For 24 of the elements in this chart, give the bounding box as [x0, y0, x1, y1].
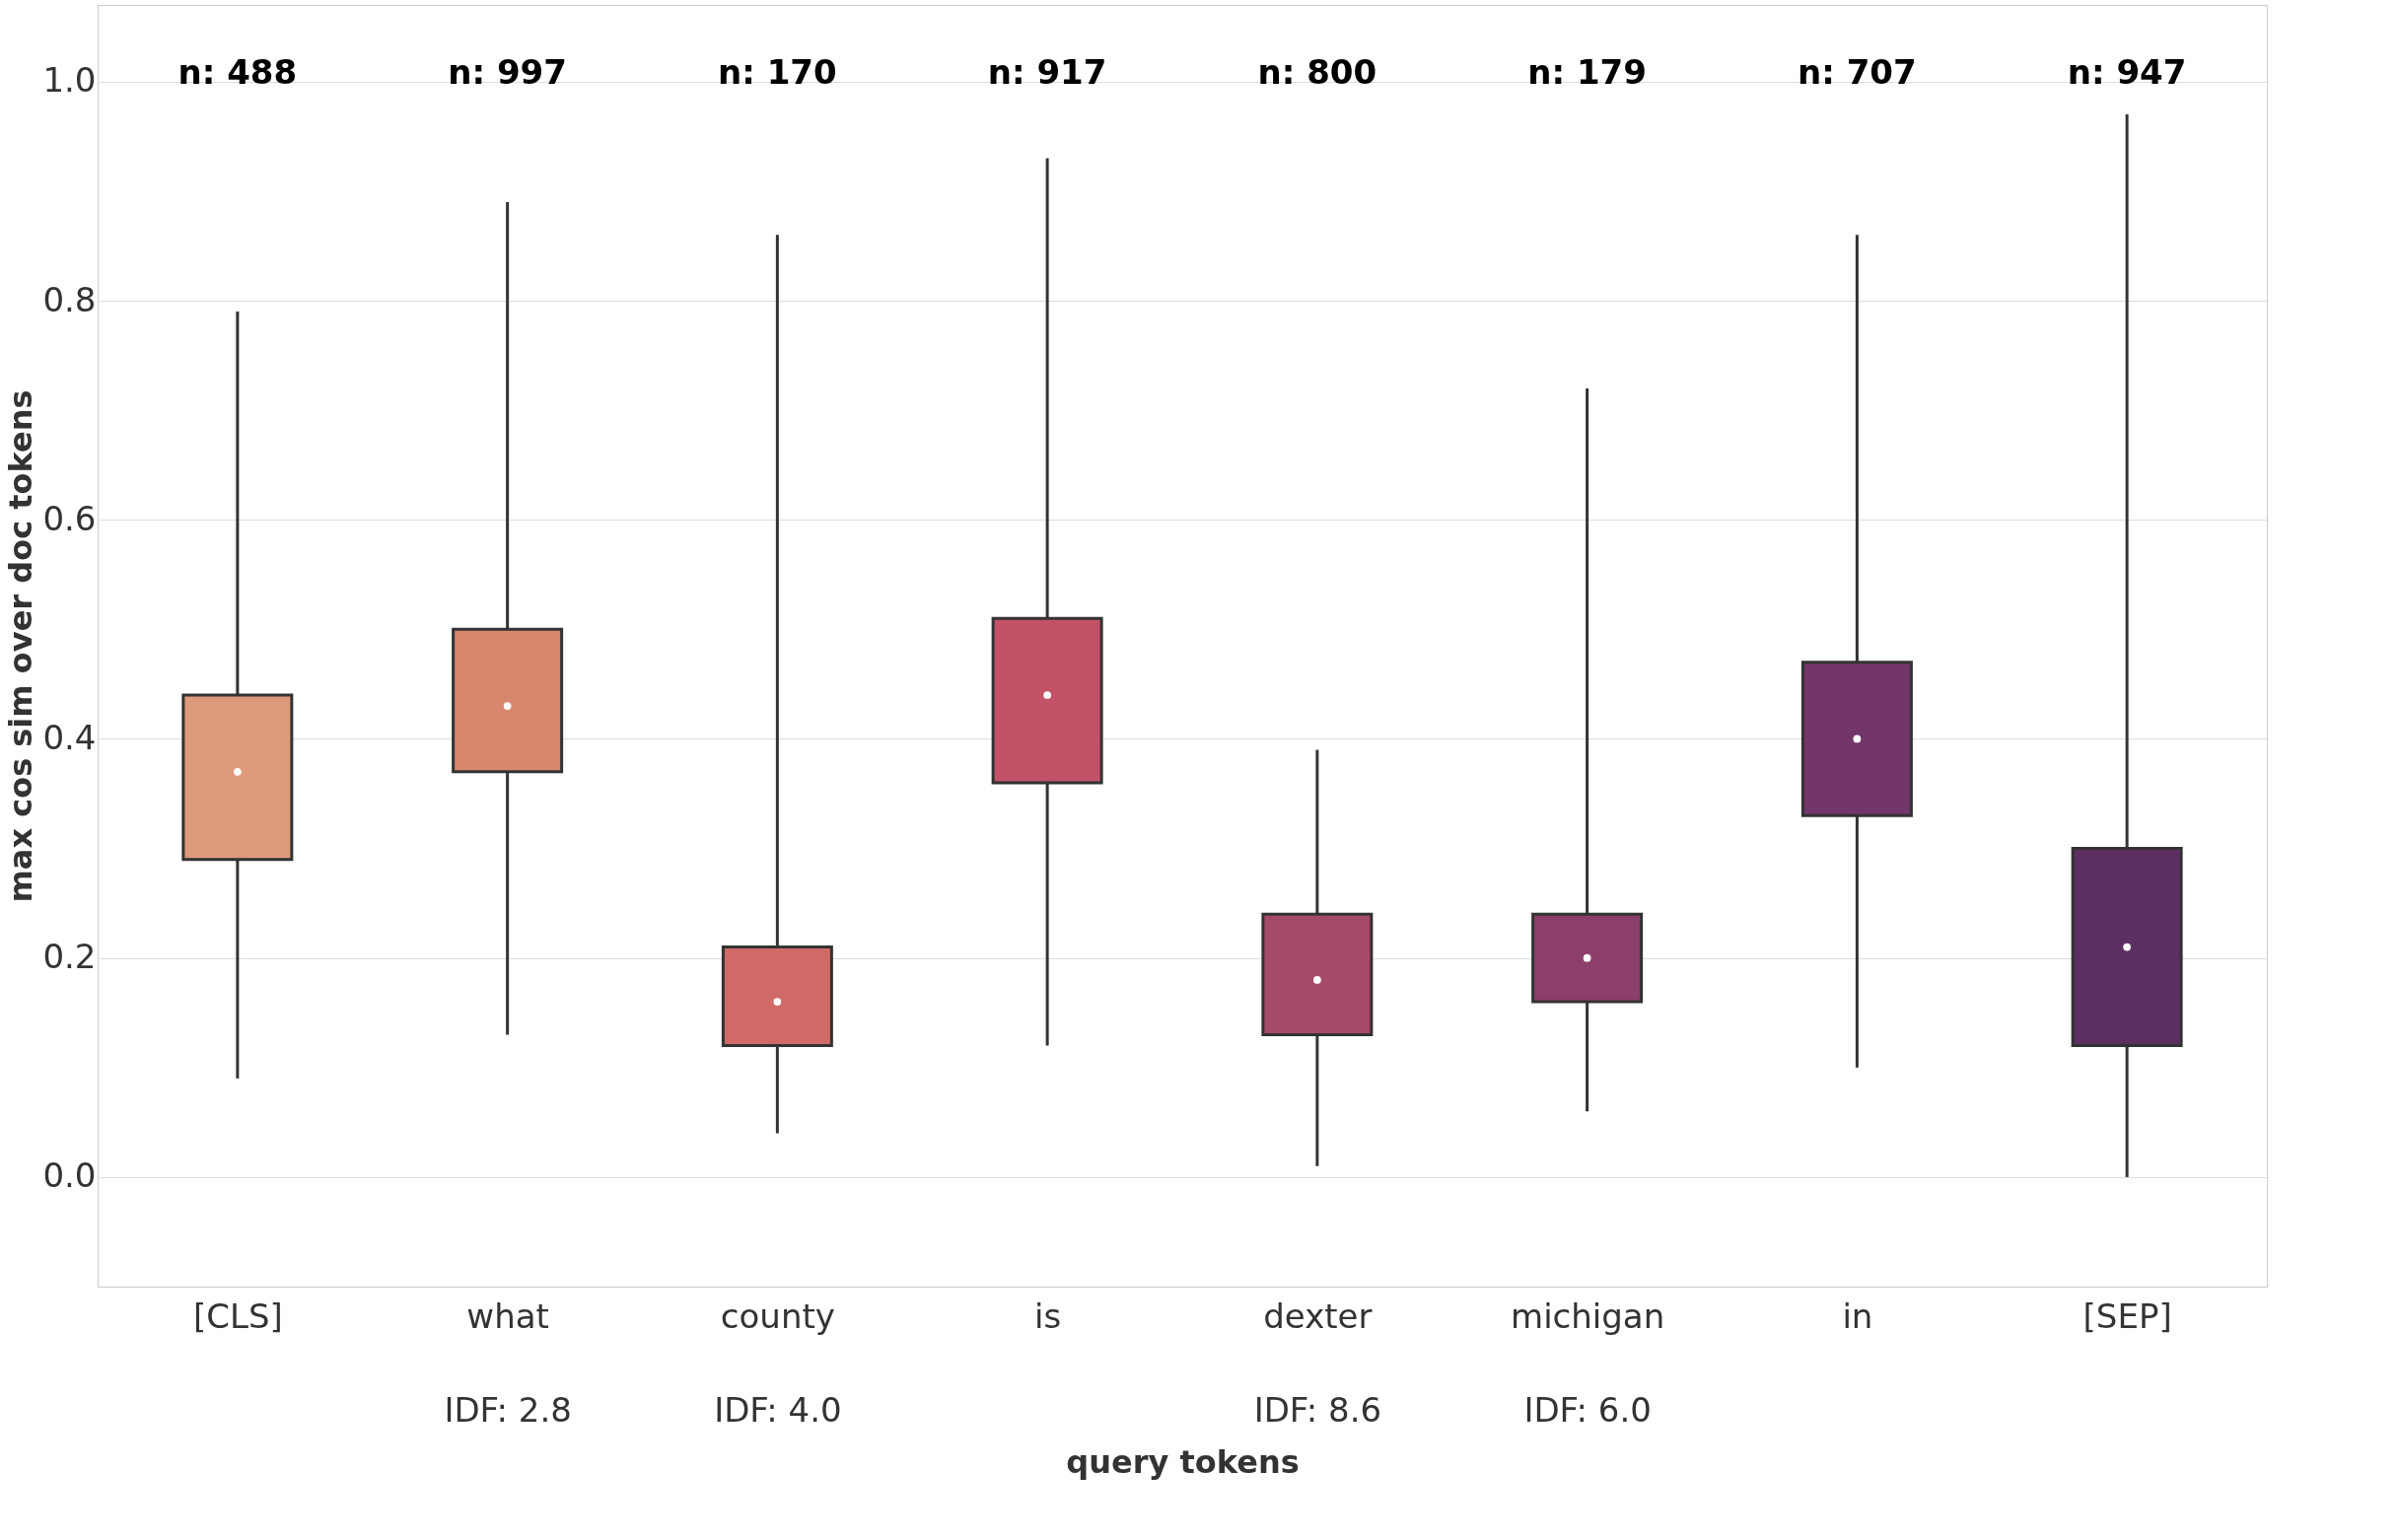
- y-tick-label: 1.0: [42, 60, 97, 101]
- annotation: n: 707: [1798, 52, 1917, 92]
- annotation: n: 800: [1257, 52, 1377, 92]
- x-tick-label: [SEP]: [2082, 1295, 2172, 1336]
- x-axis-title: query tokens: [1066, 1442, 1300, 1481]
- y-tick-label: 0.6: [42, 498, 97, 538]
- category-label: dexter IDF: 8.6: [1253, 1295, 1382, 1430]
- annotation: n: 170: [718, 52, 837, 92]
- x-tick-label: is: [1034, 1295, 1062, 1336]
- annotation: n: 488: [177, 52, 298, 92]
- category-label: michigan IDF: 6.0: [1511, 1295, 1665, 1430]
- y-tick-label: 0.0: [42, 1155, 97, 1196]
- y-tick-label: 0.2: [42, 937, 97, 977]
- annotation: n: 947: [2067, 52, 2187, 92]
- annotation: n: 917: [987, 52, 1107, 92]
- y-tick-label: 0.8: [42, 279, 97, 319]
- category-label: county IDF: 4.0: [714, 1295, 842, 1430]
- x-tick-label: [CLS]: [192, 1295, 283, 1336]
- y-axis-title: max cos sim over doc tokens: [2, 389, 40, 903]
- x-tick-label: in: [1842, 1295, 1873, 1336]
- annotation: n: 997: [448, 52, 567, 92]
- y-tick-label: 0.4: [42, 717, 97, 757]
- annotation: n: 179: [1527, 52, 1647, 92]
- category-label: what IDF: 2.8: [444, 1295, 572, 1430]
